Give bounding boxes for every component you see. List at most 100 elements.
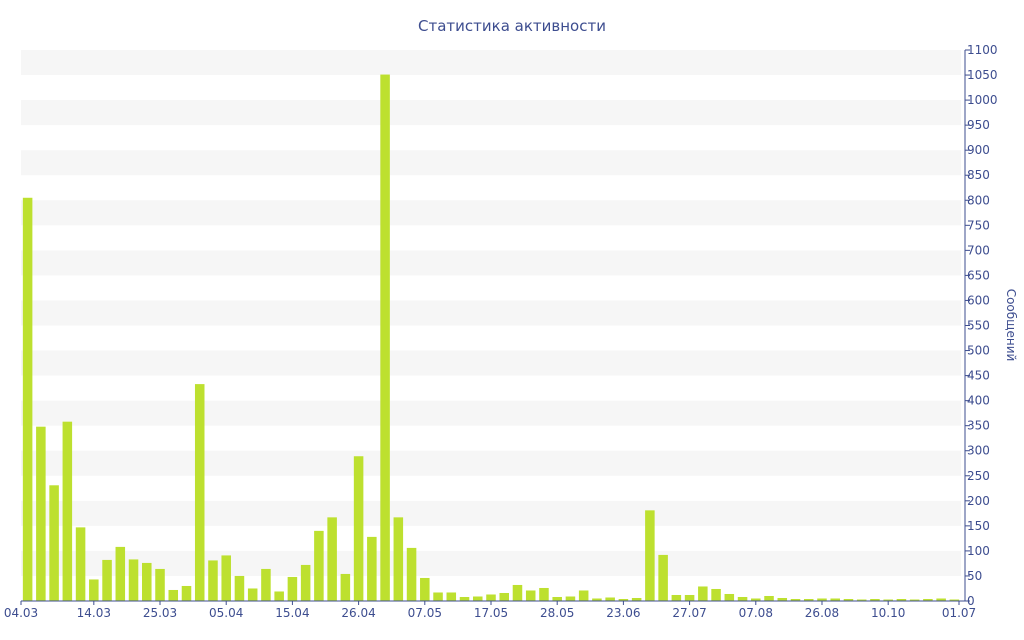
y-tick-label: 600 xyxy=(967,293,990,307)
y-tick-label: 50 xyxy=(967,569,982,583)
bar xyxy=(459,596,470,601)
grid-band xyxy=(21,450,961,476)
bar xyxy=(287,576,298,601)
bar xyxy=(856,599,867,601)
bar xyxy=(525,590,536,601)
bar xyxy=(168,589,179,601)
bar xyxy=(300,564,311,601)
x-tick-label: 01.07 xyxy=(942,606,976,620)
y-tick-label: 500 xyxy=(967,344,990,358)
grid-band xyxy=(21,500,961,526)
x-tick-label: 28.05 xyxy=(540,606,574,620)
bar xyxy=(142,562,152,601)
bar xyxy=(883,599,893,601)
bar xyxy=(830,598,840,601)
bar xyxy=(314,530,324,601)
bar xyxy=(194,384,205,601)
bar xyxy=(393,517,404,601)
x-tick-label: 25.03 xyxy=(143,606,177,620)
bar xyxy=(406,547,417,601)
bar xyxy=(155,568,165,601)
bar xyxy=(777,597,788,601)
bar xyxy=(472,596,483,601)
bar xyxy=(274,591,284,601)
bar xyxy=(75,527,86,601)
y-tick-label: 650 xyxy=(967,268,990,282)
grid-band xyxy=(21,550,961,576)
bar xyxy=(261,568,271,601)
x-tick-label: 07.05 xyxy=(408,606,442,620)
y-tick-label: 250 xyxy=(967,469,990,483)
y-axis-ticks: 0 50 100 150 200 250 300 350 400 450 500 550 600 650 7… xyxy=(965,43,998,608)
grid-band xyxy=(21,200,961,226)
bar xyxy=(645,510,655,601)
y-tick-label: 750 xyxy=(967,218,990,232)
bar xyxy=(618,598,629,601)
x-tick-label: 27.07 xyxy=(672,606,706,620)
chart-title: Статистика активности xyxy=(418,17,606,35)
bar xyxy=(684,594,695,601)
bar xyxy=(751,598,761,601)
y-tick-label: 150 xyxy=(967,519,990,533)
grid-band xyxy=(21,150,961,176)
bar xyxy=(631,597,642,601)
y-tick-label: 800 xyxy=(967,193,990,207)
bar xyxy=(737,596,748,601)
bar xyxy=(327,517,337,601)
y-tick-label: 100 xyxy=(967,544,990,558)
bars-group xyxy=(22,74,960,601)
x-tick-label: 23.06 xyxy=(606,606,640,620)
x-tick-label: 26.08 xyxy=(805,606,839,620)
y-tick-label: 400 xyxy=(967,394,990,408)
y-tick-label: 200 xyxy=(967,494,990,508)
bar xyxy=(658,554,668,601)
y-axis-title: Сообщений xyxy=(1004,289,1018,362)
x-tick-label: 26.04 xyxy=(341,606,375,620)
x-tick-label: 14.03 xyxy=(77,606,111,620)
bar xyxy=(790,598,801,601)
bar xyxy=(102,559,112,601)
bar xyxy=(605,597,615,601)
bar xyxy=(711,588,721,601)
bar xyxy=(446,592,457,601)
y-tick-label: 1050 xyxy=(967,68,998,82)
x-tick-label: 10.10 xyxy=(871,606,905,620)
bar xyxy=(128,559,139,601)
bar xyxy=(208,560,218,601)
bar xyxy=(181,585,192,601)
bar xyxy=(367,536,377,601)
y-tick-label: 900 xyxy=(967,143,990,157)
y-tick-label: 700 xyxy=(967,243,990,257)
grid-band xyxy=(21,350,961,376)
bar xyxy=(89,579,99,601)
bar xyxy=(234,575,245,601)
bar xyxy=(499,592,510,601)
bar xyxy=(817,598,827,601)
bar xyxy=(552,596,562,601)
x-tick-label: 05.04 xyxy=(209,606,243,620)
bar xyxy=(115,546,126,601)
bar xyxy=(486,594,496,601)
y-tick-label: 300 xyxy=(967,444,990,458)
bar xyxy=(923,598,933,601)
x-tick-label: 17.05 xyxy=(474,606,508,620)
y-tick-label: 0 xyxy=(967,594,975,608)
y-tick-label: 950 xyxy=(967,118,990,132)
bar xyxy=(936,598,946,601)
bar xyxy=(843,598,854,601)
bar xyxy=(22,197,33,601)
bar xyxy=(62,421,73,601)
bar xyxy=(512,584,523,601)
bar xyxy=(592,598,602,601)
bar xyxy=(36,426,46,601)
grid-band xyxy=(21,50,961,76)
bar xyxy=(420,577,430,601)
bar xyxy=(803,598,814,601)
bar xyxy=(698,586,708,601)
bar xyxy=(909,599,920,601)
bar xyxy=(221,555,231,601)
bar xyxy=(578,590,589,601)
y-tick-label: 350 xyxy=(967,419,990,433)
